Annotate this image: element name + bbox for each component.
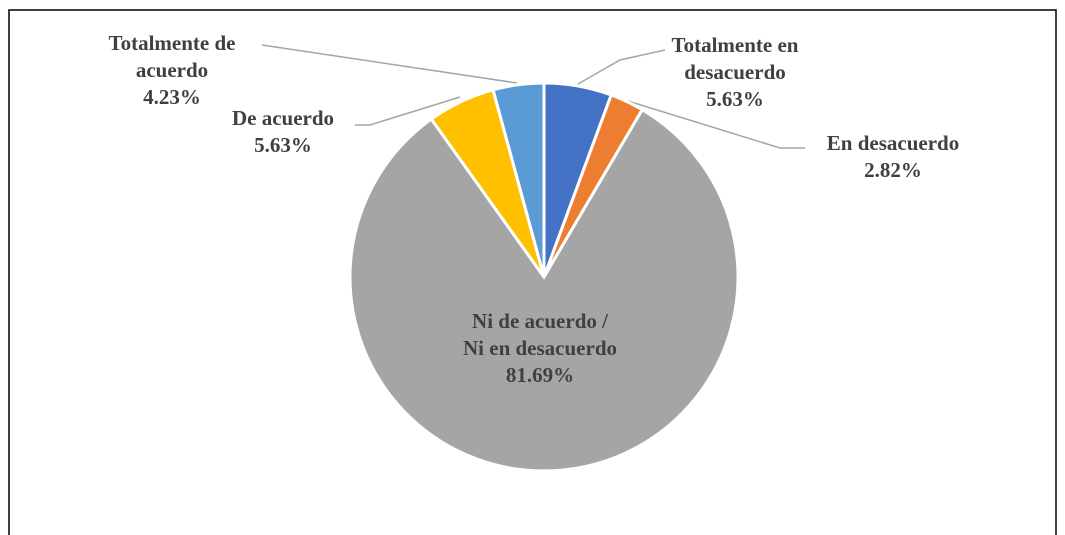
value-label: 2.82% [864, 158, 922, 182]
value-label: 5.63% [706, 87, 764, 111]
label-line: Ni de acuerdo / [472, 309, 609, 333]
label-line: Totalmente en [672, 33, 799, 57]
label-line: desacuerdo [684, 60, 786, 84]
label-line: Ni en desacuerdo [463, 336, 617, 360]
slice-label: De acuerdo [232, 106, 334, 130]
slice-label: En desacuerdo [827, 131, 959, 155]
leader-line [627, 100, 805, 149]
pie-slice [491, 81, 546, 278]
slice-label: Totalmente de acuerdo [109, 31, 236, 82]
leader-line [577, 49, 666, 85]
label-line: Totalmente de [109, 31, 236, 55]
frame [8, 9, 1057, 535]
label-line: acuerdo [136, 58, 208, 82]
leader-line [355, 96, 461, 126]
value-label: 4.23% [143, 85, 201, 109]
slice-label: Totalmente en desacuerdo [672, 33, 799, 84]
leader-line [261, 44, 518, 84]
label-line: De acuerdo [232, 106, 334, 130]
pie-slice [348, 107, 740, 473]
value-label: 81.69% [506, 363, 574, 387]
slice-label: Ni de acuerdo / Ni en desacuerdo [463, 309, 617, 360]
value-label: 5.63% [254, 133, 312, 157]
label-line: En desacuerdo [827, 131, 959, 155]
